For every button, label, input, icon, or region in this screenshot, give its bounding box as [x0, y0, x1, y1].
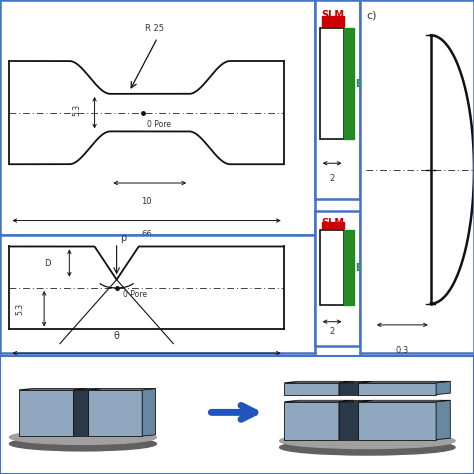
Polygon shape	[436, 381, 450, 394]
Polygon shape	[358, 400, 450, 402]
Bar	[345, 230, 355, 306]
Text: D: D	[44, 259, 51, 267]
Text: 2: 2	[329, 174, 335, 183]
Text: θ: θ	[114, 331, 119, 341]
Text: 10: 10	[141, 197, 152, 206]
Polygon shape	[142, 389, 155, 436]
Polygon shape	[284, 381, 353, 383]
Bar	[322, 222, 344, 228]
Polygon shape	[19, 389, 87, 390]
Text: 2: 2	[329, 327, 335, 336]
Polygon shape	[339, 381, 353, 394]
Ellipse shape	[9, 430, 156, 445]
Polygon shape	[358, 383, 436, 394]
Polygon shape	[436, 400, 450, 440]
Text: EDM: EDM	[355, 79, 379, 89]
Polygon shape	[339, 402, 358, 440]
Text: 5.3: 5.3	[73, 104, 82, 116]
Ellipse shape	[280, 440, 455, 455]
Bar	[319, 28, 345, 139]
Ellipse shape	[280, 433, 455, 448]
Text: 0 Pore: 0 Pore	[123, 291, 147, 300]
Polygon shape	[88, 390, 142, 436]
Polygon shape	[284, 402, 339, 440]
Polygon shape	[339, 400, 372, 402]
Bar	[319, 230, 345, 306]
Ellipse shape	[9, 437, 156, 451]
Polygon shape	[73, 389, 87, 436]
Text: 0 Pore: 0 Pore	[146, 120, 171, 129]
Text: 0.3: 0.3	[396, 346, 409, 355]
Text: 65: 65	[141, 356, 152, 365]
Bar	[322, 16, 344, 26]
Text: c): c)	[366, 10, 376, 20]
Polygon shape	[73, 389, 101, 390]
Polygon shape	[339, 400, 353, 440]
Text: EDM: EDM	[355, 263, 379, 273]
Polygon shape	[284, 400, 353, 402]
Polygon shape	[284, 383, 339, 394]
Text: ρ: ρ	[120, 233, 126, 243]
Polygon shape	[358, 402, 436, 440]
Text: SLM: SLM	[322, 10, 345, 20]
Text: R 25: R 25	[145, 24, 164, 33]
Polygon shape	[88, 389, 155, 390]
Polygon shape	[339, 381, 372, 383]
Polygon shape	[358, 381, 450, 383]
Text: 5.3: 5.3	[16, 302, 25, 315]
Polygon shape	[19, 390, 73, 436]
Polygon shape	[73, 390, 88, 436]
Bar	[345, 28, 355, 139]
Text: SLM: SLM	[322, 218, 345, 228]
Polygon shape	[339, 383, 358, 394]
Text: 66: 66	[141, 230, 152, 239]
